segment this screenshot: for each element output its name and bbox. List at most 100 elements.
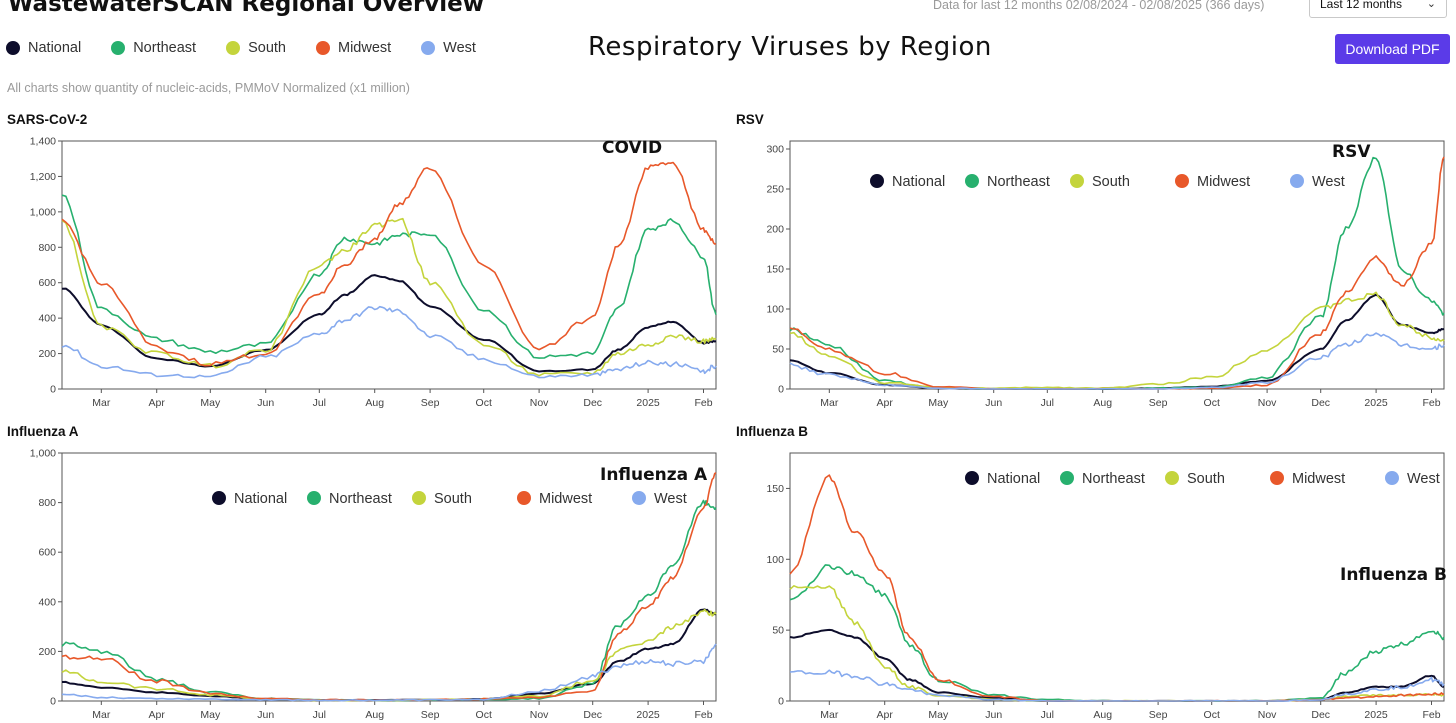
chart-annotation: Influenza B <box>1340 565 1447 585</box>
legend-dot <box>212 491 226 505</box>
legend-dot <box>870 174 884 188</box>
series-line-south <box>61 217 717 377</box>
legend-label: West <box>1312 174 1345 190</box>
x-tick-label: Apr <box>877 709 894 721</box>
legend-dot <box>1070 174 1084 188</box>
legend-label: South <box>248 40 286 56</box>
legend-dot <box>1165 471 1179 485</box>
x-tick-label: Apr <box>877 397 894 409</box>
series-line-national <box>61 608 717 702</box>
chart-label-influenza-a: Influenza A <box>7 424 79 439</box>
legend-label: Northeast <box>987 174 1050 190</box>
y-tick-label: 50 <box>772 344 784 356</box>
plot-frame <box>61 140 717 390</box>
y-tick-label: 1,000 <box>30 448 56 460</box>
x-tick-label: Feb <box>1422 709 1440 721</box>
legend-label: West <box>443 40 476 56</box>
legend-label: Northeast <box>133 40 197 56</box>
legend-item-northeast[interactable]: Northeast <box>111 40 196 56</box>
legend-label: Northeast <box>1082 471 1145 487</box>
x-tick-label: Jul <box>313 397 326 409</box>
range-select-value: Last 12 months <box>1320 0 1403 11</box>
legend-dot <box>1290 174 1304 188</box>
x-tick-label: Jun <box>257 397 274 409</box>
top-legend: National Northeast South Midwest West <box>6 40 506 56</box>
x-tick-label: Jul <box>1041 709 1054 721</box>
y-tick-label: 250 <box>766 184 784 196</box>
x-tick-label: May <box>200 397 221 409</box>
legend-item-national[interactable]: National <box>6 40 81 56</box>
legend-dot <box>6 41 20 55</box>
legend-label: West <box>1407 471 1440 487</box>
series-line-west <box>789 669 1445 702</box>
legend-label: Midwest <box>337 40 392 56</box>
x-tick-label: Aug <box>1093 397 1112 409</box>
legend-label: South <box>434 491 472 507</box>
y-tick-label: 0 <box>50 384 56 396</box>
y-tick-label: 1,400 <box>30 136 56 148</box>
legend-dot <box>1175 174 1189 188</box>
legend-label: National <box>28 40 82 56</box>
chart-label-influenza-b: Influenza B <box>736 424 809 439</box>
x-tick-label: Feb <box>694 397 712 409</box>
legend-dot <box>421 41 436 55</box>
legend-dot <box>632 491 646 505</box>
range-select[interactable]: Last 12 months ⌄ <box>1309 0 1447 18</box>
legend-dot <box>1385 471 1399 485</box>
chart-annotation: COVID <box>602 138 662 158</box>
x-tick-label: Nov <box>1258 709 1277 721</box>
x-tick-label: Mar <box>820 397 839 409</box>
x-tick-label: Nov <box>530 709 549 721</box>
series-line-south <box>61 608 717 702</box>
series-line-midwest <box>61 161 717 367</box>
x-tick-label: Oct <box>476 397 492 409</box>
x-tick-label: Apr <box>149 397 166 409</box>
legend-item-midwest[interactable]: Midwest <box>315 40 392 56</box>
x-tick-label: Dec <box>583 397 602 409</box>
x-tick-label: May <box>928 397 949 409</box>
y-tick-label: 800 <box>38 242 56 254</box>
legend-dot <box>111 41 126 55</box>
x-tick-label: 2025 <box>636 397 660 409</box>
x-tick-label: Feb <box>694 709 712 721</box>
x-tick-label: Jun <box>985 397 1002 409</box>
x-tick-label: Oct <box>476 709 492 721</box>
legend-label: National <box>234 491 287 507</box>
x-tick-label: Sep <box>421 397 440 409</box>
legend-label: South <box>1187 471 1225 487</box>
x-tick-label: 2025 <box>1364 709 1388 721</box>
series-line-national <box>789 628 1445 702</box>
legend-label: Midwest <box>539 491 592 507</box>
legend-label: National <box>892 174 945 190</box>
x-tick-label: Sep <box>1149 397 1168 409</box>
series-line-west <box>61 643 717 702</box>
chart-label-sars-cov-2: SARS-CoV-2 <box>7 112 88 127</box>
x-tick-label: May <box>200 709 221 721</box>
x-tick-label: Sep <box>421 709 440 721</box>
legend-item-west[interactable]: West <box>421 40 476 56</box>
x-tick-label: 2025 <box>636 709 660 721</box>
legend-dot <box>226 41 241 55</box>
x-tick-label: Mar <box>820 709 839 721</box>
chart-label-rsv: RSV <box>736 112 764 127</box>
series-line-midwest <box>789 156 1445 390</box>
chevron-down-icon: ⌄ <box>1426 0 1436 10</box>
x-tick-label: Dec <box>1311 709 1330 721</box>
download-pdf-button[interactable]: Download PDF <box>1335 34 1450 64</box>
series-line-south <box>789 291 1445 390</box>
date-range-text: Data for last 12 months 02/08/2024 - 02/… <box>933 0 1265 12</box>
y-tick-label: 200 <box>766 224 784 236</box>
legend-item-south[interactable]: South <box>226 40 286 56</box>
x-tick-label: Mar <box>92 397 111 409</box>
series-line-west <box>789 332 1445 390</box>
x-tick-label: Dec <box>1311 397 1330 409</box>
y-tick-label: 0 <box>50 696 56 708</box>
x-tick-label: Aug <box>365 397 384 409</box>
y-tick-label: 600 <box>38 277 56 289</box>
x-tick-label: Jul <box>1041 397 1054 409</box>
y-tick-label: 800 <box>38 497 56 509</box>
y-tick-label: 400 <box>38 596 56 608</box>
legend-label: South <box>1092 174 1130 190</box>
x-tick-label: Nov <box>530 397 549 409</box>
legend-dot <box>965 471 979 485</box>
